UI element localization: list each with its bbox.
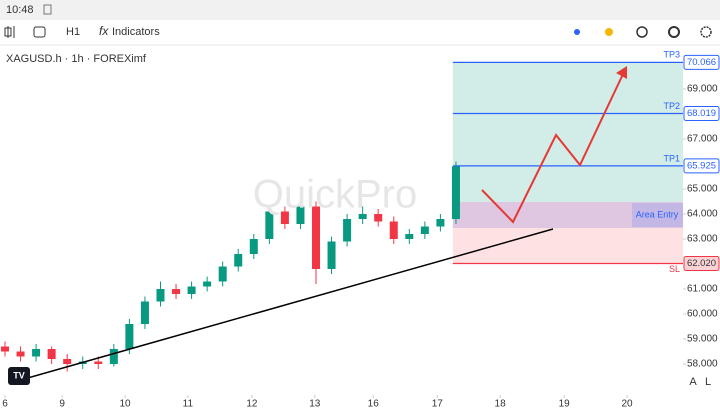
candle-body <box>63 359 72 364</box>
tv-logo-text: TV <box>13 370 25 380</box>
x-tick-label: 17 <box>432 399 444 410</box>
x-tick-label: 13 <box>309 399 321 410</box>
y-tick-label: 60.000 <box>687 309 718 320</box>
entry-label-box <box>632 203 683 227</box>
candle-body <box>296 206 305 224</box>
entry-area <box>452 202 683 228</box>
candle-body <box>389 221 398 239</box>
candle-body <box>125 324 134 349</box>
y-tick-label: 65.000 <box>687 184 718 195</box>
price-tag-label: 65.925 <box>687 160 716 171</box>
candle-body <box>172 289 181 294</box>
reset-button[interactable] <box>636 26 648 38</box>
projection-arrow <box>481 71 625 224</box>
status-dot <box>574 29 580 35</box>
y-tick-label: 58.000 <box>687 359 718 370</box>
x-tick-label: 16 <box>368 399 380 410</box>
candle-body <box>109 349 118 364</box>
candle-body <box>343 219 352 242</box>
plot: 69.000 67.000 65.000 64.000 63.000 61.000 60.0… <box>0 50 720 410</box>
candle-body <box>203 281 212 287</box>
x-tick-label: 20 <box>621 399 633 410</box>
watermark: QuickPro <box>253 173 418 217</box>
x-tick-label: 10 <box>119 399 131 410</box>
candle-body <box>16 351 25 357</box>
x-tick-label: 9 <box>59 399 65 410</box>
x-tick-label: 18 <box>495 399 507 410</box>
y-tick-label: 69.000 <box>687 84 718 95</box>
symbol-title: XAGUSD.h · 1h · FOREXimf <box>6 53 147 65</box>
x-tick-label: 11 <box>183 399 194 410</box>
price-tag-label: 70.066 <box>687 57 716 68</box>
level-name: TP3 <box>663 50 680 60</box>
indicators-icon: fx <box>99 24 109 38</box>
price-tag <box>683 106 720 122</box>
candle-body <box>420 226 429 234</box>
candle-body <box>187 286 196 294</box>
status-icon <box>43 4 52 15</box>
candle-body <box>32 349 41 357</box>
theme-button[interactable] <box>605 28 613 36</box>
x-tick-label: 12 <box>246 399 258 410</box>
candle-body <box>265 211 274 239</box>
candle-body <box>280 211 289 224</box>
price-tag-label: 68.019 <box>687 108 716 119</box>
symbol-button[interactable] <box>4 26 15 38</box>
candle-body <box>94 361 103 364</box>
status-time: 10:48 <box>6 4 34 16</box>
x-tick-label: 19 <box>559 399 571 410</box>
price-tag <box>683 54 720 70</box>
price-tag <box>683 256 720 271</box>
candle-body <box>358 214 367 219</box>
candle-body <box>218 266 227 282</box>
level-name: TP1 <box>663 153 680 163</box>
candle-body <box>47 349 56 359</box>
compare-button[interactable] <box>33 26 46 38</box>
loss-zone <box>452 202 683 264</box>
entry-label: Area Entry <box>636 209 679 219</box>
candle-body <box>234 254 243 267</box>
layout-button[interactable] <box>700 26 712 38</box>
settings-button[interactable] <box>668 26 680 38</box>
x-tick-label: 6 <box>2 399 8 410</box>
candle-body <box>140 301 149 324</box>
level-name: TP2 <box>663 101 680 111</box>
trend-line <box>9 228 554 384</box>
level-name: SL <box>669 264 680 274</box>
profit-zone <box>452 62 683 202</box>
indicators-button[interactable]: Indicators <box>112 26 160 38</box>
y-tick-label: 61.000 <box>687 284 718 295</box>
candle-body <box>311 206 320 269</box>
projection-arrowhead <box>616 66 627 79</box>
log-scale-button[interactable]: L <box>705 376 711 388</box>
interval-button[interactable]: H1 <box>66 26 80 38</box>
tv-logo <box>8 367 30 385</box>
y-tick-label: 64.000 <box>687 209 718 220</box>
candle-body <box>156 289 165 302</box>
y-tick-label: 67.000 <box>687 134 718 145</box>
status-bar <box>0 0 720 20</box>
candle-body <box>436 219 445 227</box>
price-tag-label: 62.020 <box>687 258 716 269</box>
y-tick-label: 59.000 <box>687 334 718 345</box>
candle-body <box>327 241 336 269</box>
toolbar <box>0 20 720 45</box>
candle-body <box>451 166 460 219</box>
candle-body <box>0 346 9 352</box>
price-tag <box>683 158 720 174</box>
candle-body <box>405 234 414 239</box>
y-tick-label: 63.000 <box>687 234 718 245</box>
auto-scale-button[interactable]: A <box>689 376 697 388</box>
candle-body <box>374 214 383 222</box>
candle-body <box>249 239 258 254</box>
